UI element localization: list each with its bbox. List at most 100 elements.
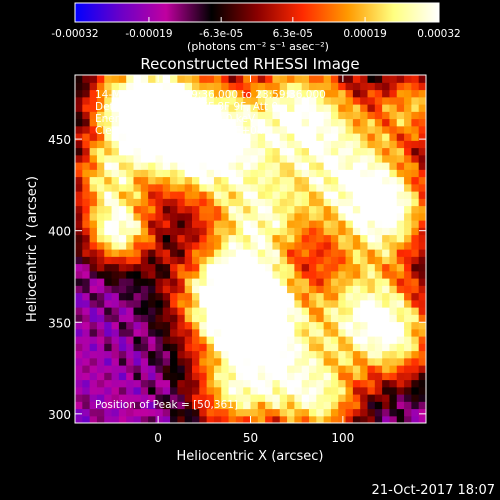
heatmap-cell [206,415,215,423]
heatmap-cell [213,191,222,199]
heatmap-cell [360,176,369,185]
heatmap-cell [257,104,266,112]
heatmap-cell [162,285,171,294]
heatmap-cell [75,198,83,207]
heatmap-cell [111,350,120,359]
heatmap-cell [89,183,98,192]
heatmap-cell [104,249,113,257]
heatmap-cell [206,292,215,301]
heatmap-cell [170,249,178,257]
heatmap-cell [316,263,325,272]
heatmap-cell [294,263,303,272]
heatmap-cell [345,278,354,286]
heatmap-cell [257,285,266,294]
heatmap-cell [170,285,178,294]
heatmap-cell [118,249,127,257]
heatmap-cell [301,415,310,423]
heatmap-cell [148,386,157,395]
heatmap-cell [374,357,383,366]
heatmap-cell [126,234,135,243]
footer-date: 21-Oct-2017 18:07 [372,483,495,498]
heatmap-cell [309,205,317,214]
heatmap-cell [396,220,405,228]
heatmap-cell [360,140,369,149]
heatmap-cell [396,147,405,156]
heatmap-cell [221,111,230,120]
heatmap-cell [272,89,281,98]
heatmap-cell [338,191,347,199]
heatmap-cell [192,133,200,141]
heatmap-cell [345,379,354,388]
heatmap-cell [177,147,186,156]
heatmap-cell [411,241,420,250]
heatmap-cell [162,263,171,272]
heatmap-cell [396,104,405,112]
heatmap-cell [294,386,303,395]
heatmap-cell [418,198,426,207]
heatmap-cell [367,140,376,149]
heatmap-cell [75,292,83,301]
heatmap-cell [82,104,91,112]
heatmap-cell [330,249,339,257]
heatmap-cell [235,292,244,301]
heatmap-cell [287,118,295,127]
heatmap-cell [170,350,178,359]
heatmap-cell [228,328,237,337]
heatmap-cell [404,292,412,301]
heatmap-cell [330,256,339,265]
heatmap-cell [206,111,215,120]
heatmap-cell [418,343,426,352]
heatmap-cell [243,270,252,279]
heatmap-cell [257,162,266,170]
heatmap-cell [294,89,303,98]
heatmap-cell [323,270,332,279]
heatmap-cell [338,401,347,410]
heatmap-cell [316,212,325,221]
heatmap-cell [235,270,244,279]
heatmap-cell [192,89,200,98]
heatmap-cell [374,365,383,373]
heatmap-cell [133,292,142,301]
heatmap-cell [338,118,347,127]
heatmap-cell [206,386,215,395]
heatmap-cell [228,379,237,388]
heatmap-cell [404,220,412,228]
heatmap-cell [257,408,266,417]
heatmap-cell [367,314,376,323]
heatmap-cell [213,104,222,112]
heatmap-cell [82,147,91,156]
heatmap-cell [148,169,157,178]
heatmap-cell [177,408,186,417]
heatmap-cell [118,379,127,388]
heatmap-cell [184,314,193,323]
heatmap-cell [330,372,339,381]
heatmap-cell [360,299,369,308]
heatmap-cell [89,415,98,423]
heatmap-cell [126,191,135,199]
heatmap-cell [330,394,339,402]
heatmap-cell [148,285,157,294]
heatmap-cell [287,343,295,352]
heatmap-cell [294,176,303,185]
heatmap-cell [213,212,222,221]
heatmap-cell [272,386,281,395]
heatmap-cell [294,372,303,381]
heatmap-cell [316,82,325,91]
heatmap-cell [228,75,237,83]
heatmap-cell [382,299,391,308]
heatmap-cell [89,343,98,352]
heatmap-cell [250,307,259,315]
heatmap-cell [360,162,369,170]
heatmap-cell [235,154,244,163]
heatmap-cell [228,241,237,250]
heatmap-cell [250,379,259,388]
heatmap-cell [206,357,215,366]
heatmap-cell [316,386,325,395]
heatmap-cell [272,249,281,257]
heatmap-cell [404,321,412,330]
heatmap-cell [89,118,98,127]
heatmap-cell [221,154,230,163]
heatmap-cell [389,350,398,359]
heatmap-cell [301,183,310,192]
heatmap-cell [250,394,259,402]
